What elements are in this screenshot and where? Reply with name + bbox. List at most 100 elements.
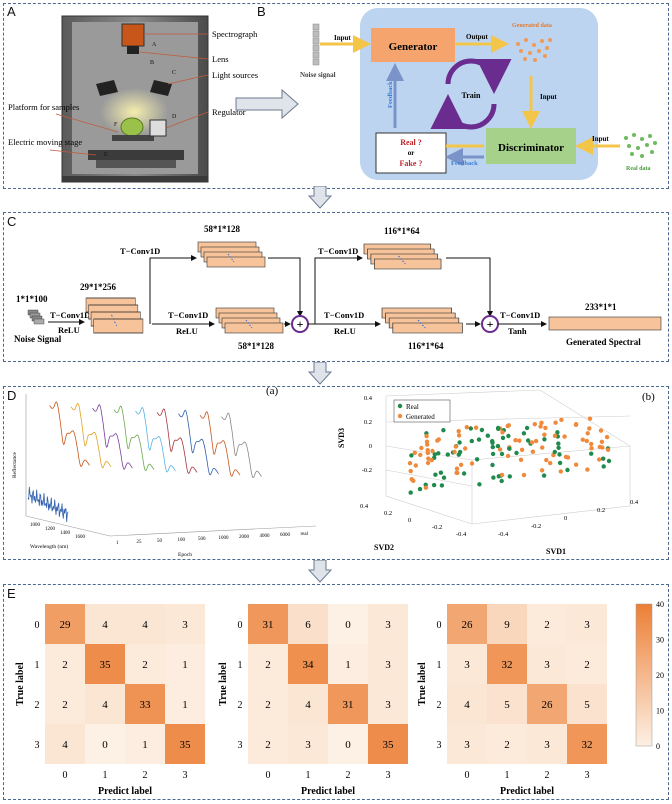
scatter-point (464, 425, 469, 430)
layer3-bottom-dims: 116*1*64 (408, 341, 444, 351)
scatter-point (485, 433, 490, 438)
generated-spectral-label: Generated Spectral (566, 337, 641, 347)
cm-cell (45, 644, 85, 684)
cm-cell (288, 684, 328, 724)
noise-signal-label-c: Noise Signal (14, 334, 62, 344)
legend-generated-label: Generated (406, 413, 435, 421)
scatter-point (518, 457, 524, 462)
cm-cell-value: 3 (385, 659, 391, 671)
subplot-b-label: (b) (642, 391, 655, 403)
discriminator-label: Discriminator (498, 142, 564, 154)
scatter-point (521, 472, 527, 478)
subplot-a-label: (a) (266, 386, 279, 397)
scatter-point (469, 438, 474, 444)
cm-y-tick: 3 (35, 740, 40, 751)
cm-cell (125, 684, 165, 724)
noise-dims: 1*1*100 (16, 294, 48, 304)
scatter-point (521, 431, 527, 436)
scatter-point (409, 453, 414, 458)
cm-cell (487, 604, 527, 644)
svd3-axis-label: SVD3 (337, 428, 346, 448)
scatter-point (605, 447, 611, 452)
scatter-point (431, 482, 437, 488)
cm-cell-value: 2 (62, 699, 68, 711)
cm-cell (45, 684, 85, 724)
cm-x-tick: 0 (63, 770, 68, 781)
real-or-fake-box (375, 132, 447, 174)
cm-cell (85, 684, 125, 724)
train-cycle-top (445, 58, 512, 94)
cm-x-tick: 2 (143, 770, 148, 781)
scatter-point (597, 444, 602, 450)
cm-cell-value: 2 (62, 659, 68, 671)
scatter-point (505, 453, 511, 459)
spectrum-line (199, 411, 241, 477)
cm-cell-value: 3 (584, 619, 590, 631)
input-label-noise: Input (334, 34, 351, 42)
cm-cell (165, 724, 205, 764)
scatter-point (556, 441, 561, 446)
wavelength-tick: 1000 (30, 523, 41, 528)
legend-real-label: Real (406, 403, 419, 411)
scatter-point (589, 451, 594, 456)
cm-cell (288, 724, 328, 764)
scatter-point (439, 483, 445, 488)
cm-cell-value: 3 (464, 739, 470, 751)
legend-generated-marker (397, 413, 403, 419)
spectrum-line (92, 404, 133, 470)
scatter-point (430, 448, 435, 454)
cm-cell-value: 29 (60, 619, 72, 631)
scatter-point (433, 472, 438, 477)
cm-cell (567, 644, 607, 684)
cm-cell-value: 1 (182, 699, 188, 711)
scatter-point (499, 472, 505, 478)
scatter-point (441, 475, 447, 480)
flow-arrow-a-to-b (235, 88, 299, 120)
cm-y-tick: 2 (238, 700, 243, 711)
cm-cell-value: 4 (62, 739, 68, 751)
scatter-point (490, 462, 495, 468)
scatter-point (506, 433, 511, 439)
cm-cell (527, 604, 567, 644)
scatter-point (411, 478, 416, 483)
cm-y-tick: 3 (437, 740, 442, 751)
scatter-point (463, 446, 468, 451)
scatter-point (541, 473, 547, 478)
panel-d (3, 386, 669, 560)
scatter-point (408, 490, 413, 495)
scatter-point (469, 461, 475, 466)
scatter-point (533, 438, 539, 444)
scatter-point (417, 486, 423, 492)
scatter-point (424, 433, 429, 439)
cm-cell (527, 684, 567, 724)
scatter-point (456, 429, 461, 434)
cm-cell (527, 644, 567, 684)
cm-cell-value: 35 (383, 739, 395, 751)
cm-y-tick: 0 (238, 620, 243, 631)
svd1-tick: -0.4 (498, 531, 509, 538)
scatter-point (499, 451, 505, 457)
scatter-point (539, 420, 544, 425)
cm-cell (248, 644, 288, 684)
relu-label-2: ReLU (176, 326, 198, 336)
svd1-tick: 0.2 (597, 507, 605, 514)
add-symbol-2: + (487, 317, 494, 331)
scatter-point (598, 428, 604, 433)
spectrum-line (27, 486, 69, 522)
svd1-axis-label: SVD1 (546, 547, 566, 556)
spectrum-line (70, 402, 112, 469)
scatter-point (597, 457, 602, 462)
cm-y-tick: 0 (35, 620, 40, 631)
cm-cell (567, 684, 607, 724)
spectrum-line (135, 406, 176, 473)
epoch-tick: 500 (198, 537, 206, 542)
svd2-tick: -0.2 (432, 524, 442, 531)
scatter-point (563, 454, 569, 460)
scatter-legend (393, 399, 451, 423)
callout-regulator: Regulator (212, 107, 246, 117)
cm-cell-value: 0 (102, 739, 108, 751)
cm-cell-value: 3 (464, 659, 470, 671)
cm-ylabel: True label (15, 662, 26, 706)
callout-spectrograph: Spectrograph (212, 29, 258, 39)
feedback-label-vertical: Feedback (387, 81, 394, 108)
